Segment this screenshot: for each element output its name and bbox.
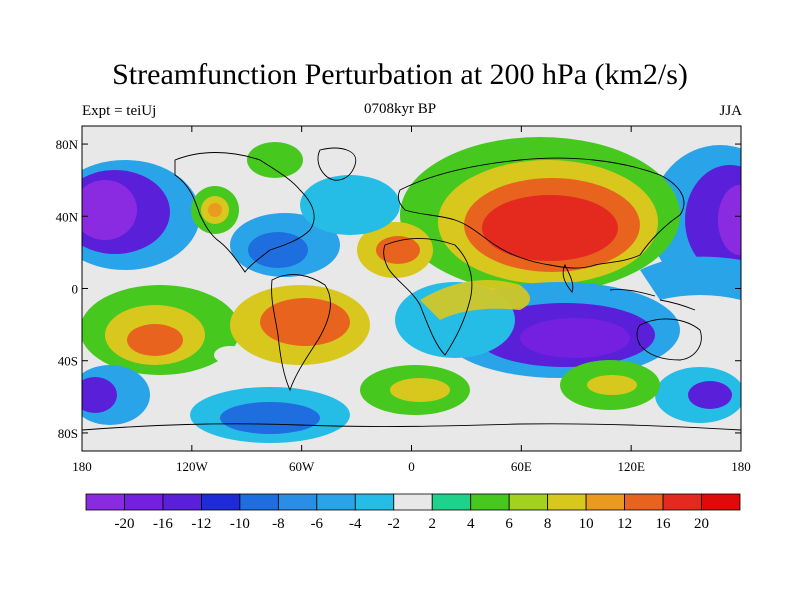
colorbar-level-label: -2: [388, 516, 401, 532]
colorbar-level-label: -20: [114, 516, 134, 532]
colorbar-swatch: [585, 493, 625, 511]
colorbar-level-label: -10: [230, 516, 250, 532]
plot-title: Streamfunction Perturbation at 200 hPa (…: [112, 58, 688, 91]
colorbar-level-label: 2: [428, 516, 436, 532]
colorbar-level-label: 16: [656, 516, 672, 532]
lon-tick-label: 180: [731, 459, 751, 474]
colorbar-swatch: [85, 493, 125, 511]
colorbar-swatch: [354, 493, 395, 511]
colorbar-swatch: [431, 493, 472, 511]
colorbar-swatch: [124, 493, 164, 511]
lat-tick-label: 80N: [56, 137, 79, 152]
colorbar-swatch: [624, 493, 664, 511]
season-label: JJA: [719, 103, 742, 119]
colorbar-swatch: [701, 493, 741, 511]
lat-tick-label: 0: [72, 282, 79, 297]
longitude-axis: 180 120W 60W 0 60E 120E 180: [72, 126, 751, 474]
colorbar-level-label: 6: [505, 516, 513, 532]
lon-tick-label: 120E: [617, 459, 645, 474]
colorbar-swatch: [162, 493, 202, 511]
colorbar-swatch: [662, 493, 702, 511]
lon-tick-label: 180: [72, 459, 92, 474]
colorbar-level-label: -16: [153, 516, 173, 532]
lat-tick-label: 40S: [58, 354, 78, 369]
colorbar-level-label: -8: [272, 516, 285, 532]
colorbar-swatch: [508, 493, 549, 511]
lon-tick-label: 120W: [176, 459, 209, 474]
colorbar-swatch: [239, 493, 279, 511]
colorbar-level-label: 8: [544, 516, 552, 532]
colorbar-swatch: [277, 493, 318, 511]
lon-tick-label: 60W: [289, 459, 315, 474]
contour-field: [82, 126, 741, 451]
colorbar-level-label: -12: [191, 516, 211, 532]
latitude-axis: 80N 40N 0 40S 80S: [56, 137, 741, 441]
colorbar-level-label: 4: [467, 516, 475, 532]
colorbar-swatch: [393, 493, 433, 511]
colorbar-swatch: [470, 493, 510, 511]
period-label: 0708kyr BP: [363, 101, 437, 117]
lat-tick-label: 80S: [58, 426, 78, 441]
colorbar-level-label: -4: [349, 516, 362, 532]
colorbar-swatch: [201, 493, 241, 511]
colorbar-level-label: 10: [579, 516, 594, 532]
colorbar-level-label: -6: [311, 516, 324, 532]
colorbar-level-label: 20: [694, 516, 709, 532]
lon-tick-label: 60E: [511, 459, 532, 474]
experiment-label: Expt = teiUj: [82, 103, 157, 119]
colorbar-level-label: 12: [617, 516, 632, 532]
lat-tick-label: 40N: [56, 209, 79, 224]
coastlines: [82, 147, 741, 431]
lon-tick-label: 0: [408, 459, 415, 474]
colorbar: -20 -16 -12 -10 -8 -6 -4 -2 2 4 6 8 10 12 16 20: [85, 493, 741, 532]
colorbar-swatch: [316, 493, 356, 511]
colorbar-swatch: [547, 493, 587, 511]
